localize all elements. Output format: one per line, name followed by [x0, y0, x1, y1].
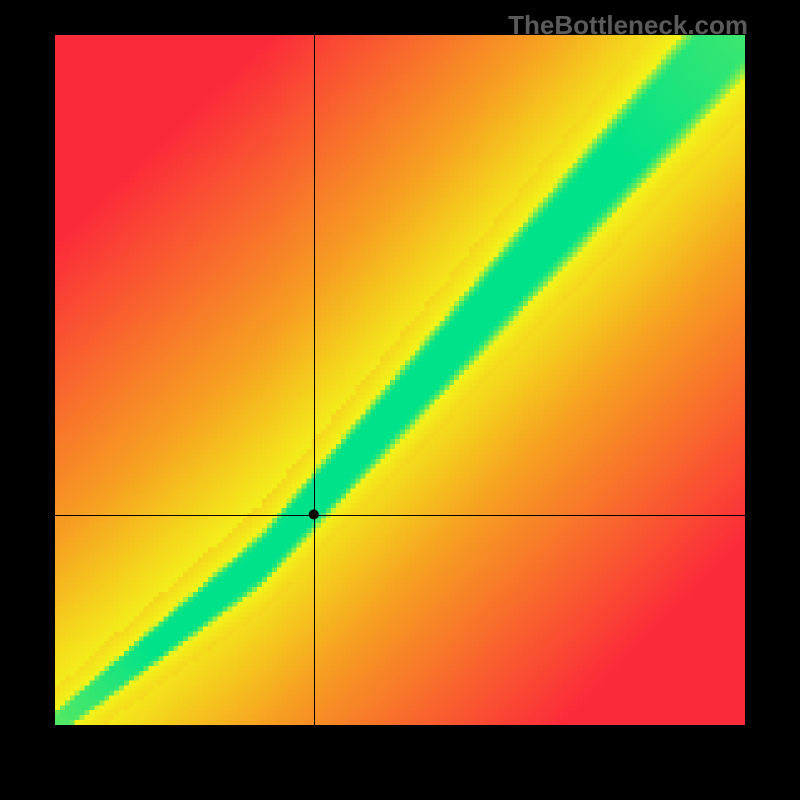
- crosshair-overlay: [55, 35, 745, 725]
- watermark-label: TheBottleneck.com: [508, 10, 748, 41]
- chart-stage: { "source_label": "TheBottleneck.com", "…: [0, 0, 800, 800]
